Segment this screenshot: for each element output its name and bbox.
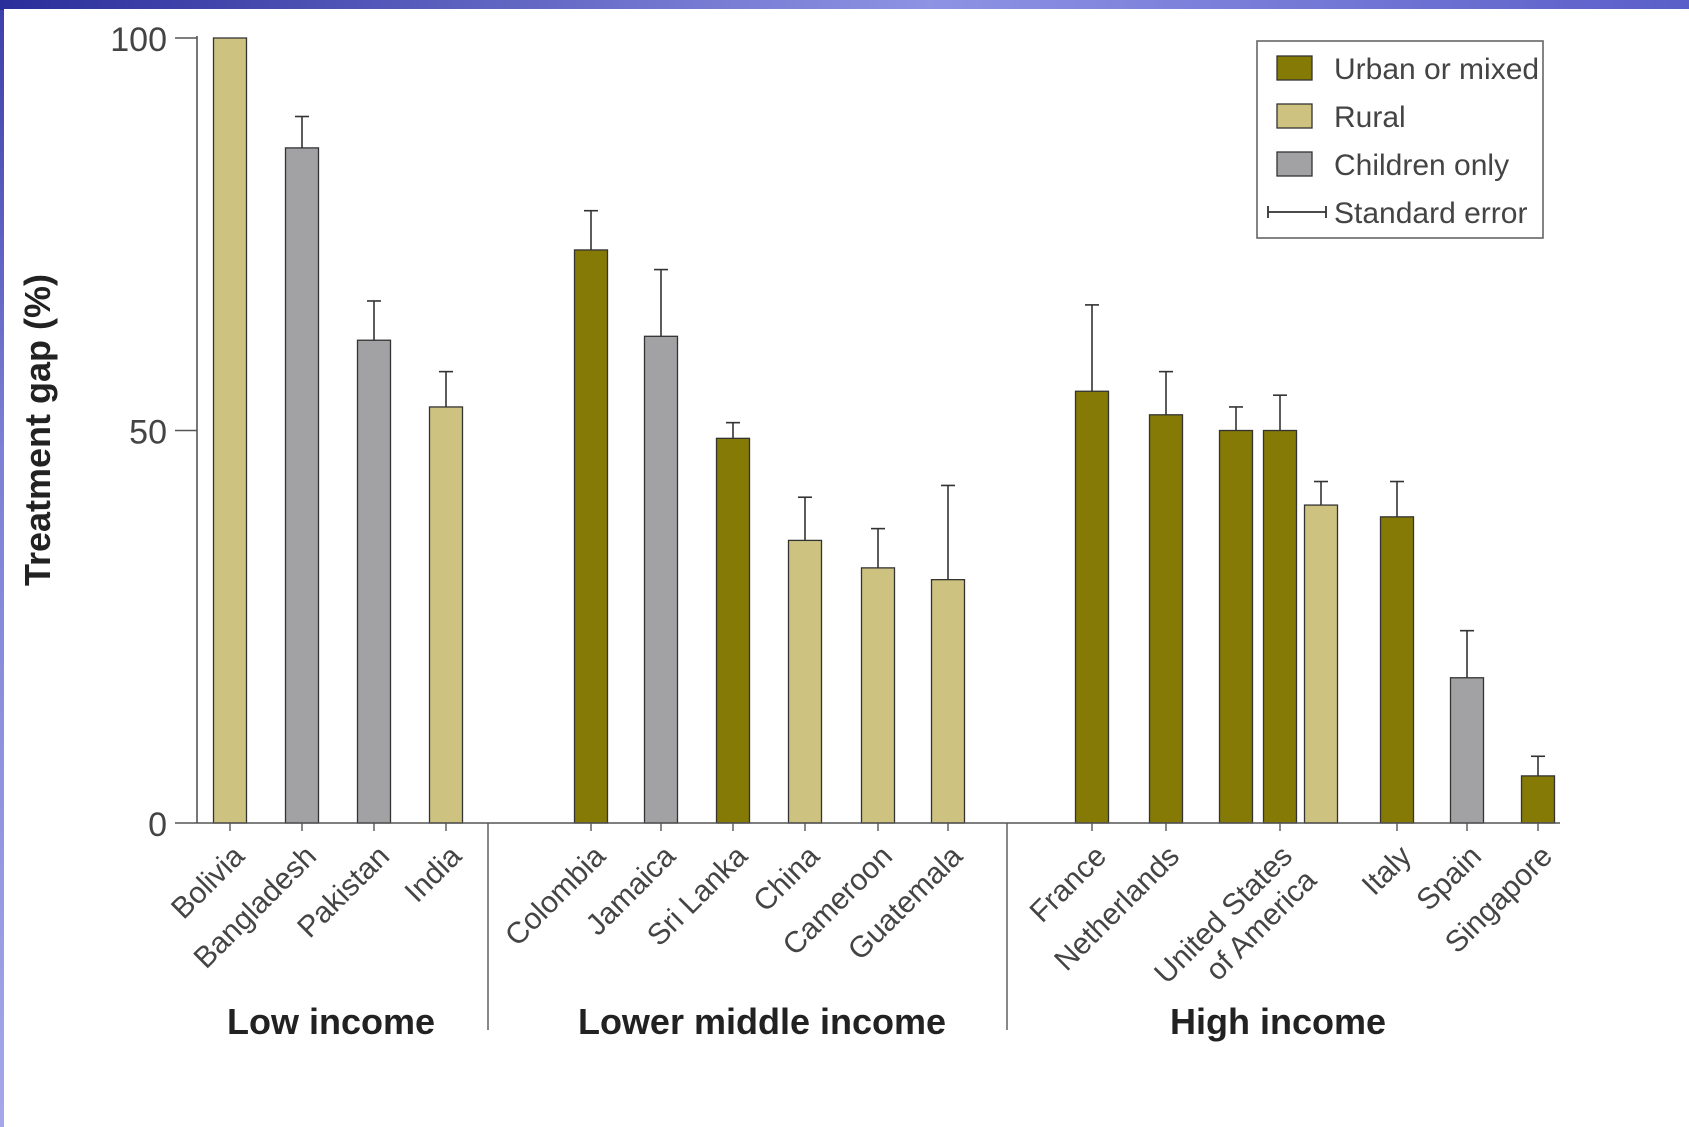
bar-children <box>284 147 320 824</box>
group-label: High income <box>1170 1001 1386 1042</box>
x-category-label-line: Colombia <box>499 839 612 952</box>
bar-urban <box>573 249 609 824</box>
y-tick-label: 0 <box>148 806 167 844</box>
bar-children <box>643 335 679 824</box>
legend-swatch-children <box>1276 151 1313 177</box>
x-category-label-line: Italy <box>1356 840 1418 902</box>
y-tick-label: 50 <box>129 414 167 452</box>
bar-rural <box>428 406 464 824</box>
x-category-label-line: India <box>399 839 469 909</box>
group-label: Low income <box>227 1001 435 1042</box>
legend-label-rural: Rural <box>1334 101 1406 134</box>
bar-urban <box>1074 390 1110 824</box>
bar-urban <box>1520 775 1556 824</box>
bar-children <box>1449 677 1485 824</box>
bar-urban <box>715 437 751 824</box>
x-category-label: India <box>399 839 469 909</box>
legend-swatch-urban <box>1276 55 1313 81</box>
legend-label-se: Standard error <box>1334 197 1527 230</box>
bar-rural <box>212 37 248 824</box>
y-tick-label: 100 <box>110 21 167 59</box>
bar-urban <box>1262 429 1298 824</box>
bar-rural <box>787 539 823 824</box>
window-top-strip <box>0 0 1689 10</box>
group-label: Lower middle income <box>578 1001 946 1042</box>
legend-label-children: Children only <box>1334 149 1509 182</box>
bar-rural <box>1303 504 1339 824</box>
bar-urban <box>1148 414 1184 824</box>
bar-urban <box>1379 516 1415 824</box>
x-category-label: Colombia <box>499 839 612 952</box>
bar-children <box>356 339 392 824</box>
y-axis-title: Treatment gap (%) <box>17 274 58 586</box>
legend-swatch-rural <box>1276 103 1313 129</box>
bar-urban <box>1218 429 1254 824</box>
bar-rural <box>930 579 966 824</box>
bar-rural <box>860 567 896 824</box>
x-category-label: Italy <box>1356 840 1418 902</box>
legend-label-urban: Urban or mixed <box>1334 53 1539 86</box>
